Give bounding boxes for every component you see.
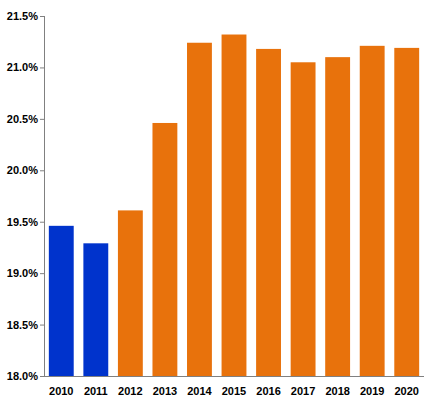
bar <box>360 46 385 376</box>
y-tick-label: 18.0% <box>7 370 38 382</box>
y-tick-label: 21.0% <box>7 61 38 73</box>
bar <box>118 210 143 376</box>
x-axis-line <box>44 376 424 377</box>
x-tick-label: 2018 <box>325 385 349 397</box>
bar <box>291 62 316 376</box>
x-tick-label: 2020 <box>394 385 418 397</box>
x-tick-label: 2010 <box>49 385 73 397</box>
y-tick <box>40 376 44 377</box>
y-axis-line <box>44 16 45 376</box>
y-tick <box>40 67 44 68</box>
y-tick <box>40 325 44 326</box>
y-tick <box>40 222 44 223</box>
x-tick-label: 2015 <box>222 385 246 397</box>
y-tick-label: 19.5% <box>7 216 38 228</box>
y-tick <box>40 170 44 171</box>
y-tick <box>40 119 44 120</box>
bar <box>49 226 74 376</box>
bar <box>394 48 419 376</box>
chart-container: 18.0% 18.5% 19.0% 19.5% 20.0% 20.5% 21.0% 21.5%… <box>0 0 427 413</box>
bar <box>256 49 281 376</box>
bar <box>152 123 177 376</box>
x-tick-label: 2016 <box>256 385 280 397</box>
bar <box>187 43 212 376</box>
y-tick <box>40 16 44 17</box>
y-tick-label: 21.5% <box>7 10 38 22</box>
bar <box>325 57 350 376</box>
y-tick <box>40 273 44 274</box>
y-tick-label: 18.5% <box>7 319 38 331</box>
bar <box>83 243 108 376</box>
y-tick-label: 20.5% <box>7 113 38 125</box>
x-tick-label: 2019 <box>360 385 384 397</box>
x-tick-label: 2014 <box>187 385 212 397</box>
bar <box>222 35 247 376</box>
chart-svg: 18.0% 18.5% 19.0% 19.5% 20.0% 20.5% 21.0% 21.5%… <box>0 0 427 413</box>
x-tick-label: 2017 <box>291 385 315 397</box>
y-tick-label: 20.0% <box>7 164 38 176</box>
x-tick-label: 2012 <box>118 385 142 397</box>
bars <box>49 35 419 376</box>
x-tick-label: 2011 <box>84 385 108 397</box>
x-tick-label: 2013 <box>153 385 177 397</box>
y-tick-label: 19.0% <box>7 267 38 279</box>
